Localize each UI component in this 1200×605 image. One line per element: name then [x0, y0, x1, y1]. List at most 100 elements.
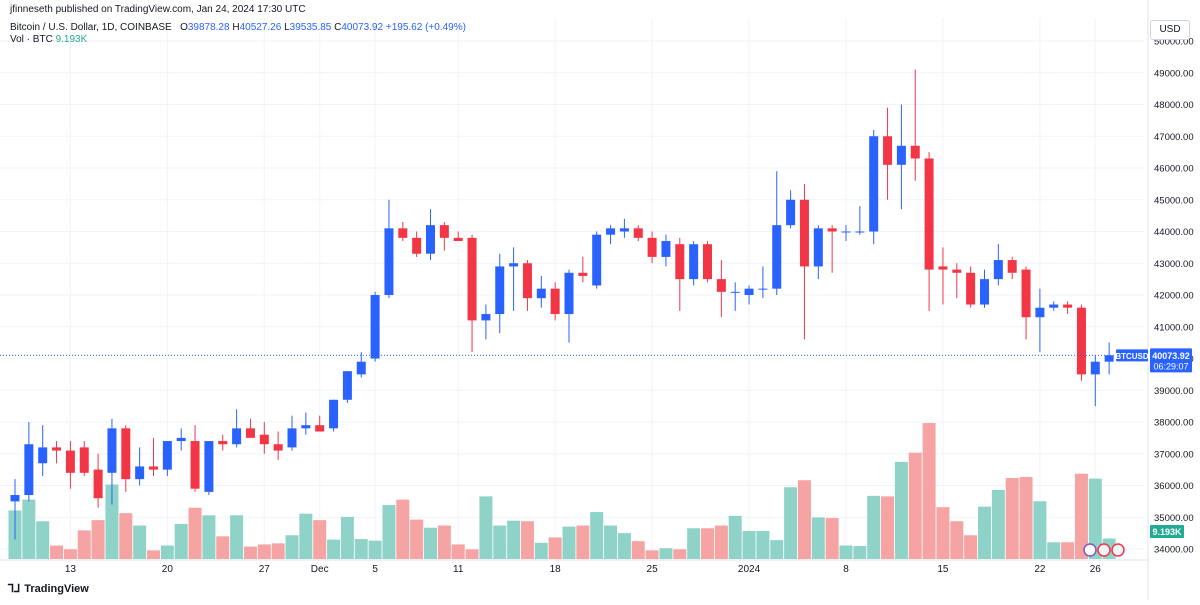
candle-body	[1090, 361, 1100, 375]
candle-body	[896, 145, 906, 165]
candle-body	[924, 158, 934, 270]
volume-bar	[36, 521, 50, 559]
volume-bar	[479, 496, 493, 559]
y-tick-label: 44000.00	[1154, 227, 1194, 238]
x-tick-label: 26	[1090, 564, 1102, 575]
candle-body	[841, 231, 851, 233]
volume-bar	[604, 525, 618, 559]
candle-body	[453, 237, 463, 242]
x-tick-label: 20	[162, 564, 174, 575]
candle-body	[869, 136, 879, 232]
x-tick-label: 2024	[738, 564, 761, 575]
volume-header[interactable]: Vol · BTC 9.193K	[10, 34, 87, 45]
volume-bar	[340, 516, 354, 559]
candles	[10, 69, 1114, 540]
volume-bar	[105, 484, 119, 559]
volume-bar	[507, 520, 521, 559]
volume-bar	[313, 520, 327, 559]
candle-body	[1021, 269, 1031, 318]
candle-body	[633, 228, 643, 238]
candle-body	[384, 228, 394, 295]
candle-body	[65, 450, 75, 473]
economic-event-icon	[1097, 543, 1111, 557]
volume-bar	[437, 525, 451, 559]
symbol-tag-bg	[1116, 349, 1148, 362]
currency-button[interactable]: USD	[1150, 20, 1190, 40]
volume-bar	[493, 525, 507, 559]
volume-bar	[964, 535, 978, 559]
volume-bar	[797, 480, 811, 559]
candle-body	[564, 272, 574, 315]
volume-bar	[576, 525, 590, 559]
candle-body	[910, 145, 920, 159]
candle-body	[509, 263, 519, 267]
candle-body	[716, 279, 726, 292]
volume-bar	[867, 495, 881, 559]
price-tag-countdown: 06:29:07	[1153, 361, 1188, 371]
symbol-header[interactable]: Bitcoin / U.S. Dollar, 1D, COINBASE O398…	[10, 22, 466, 33]
candle-body	[1076, 307, 1086, 375]
candle-body	[661, 241, 671, 257]
candle-body	[190, 441, 200, 489]
tradingview-logo-icon: ⅂⅃	[8, 583, 21, 595]
volume-bar	[174, 523, 188, 559]
symbol-description[interactable]: Bitcoin / U.S. Dollar, 1D, COINBASE	[10, 22, 172, 33]
candle-body	[993, 260, 1003, 280]
y-tick-label: 37000.00	[1154, 449, 1194, 460]
candle-body	[176, 437, 186, 442]
volume-bar	[562, 526, 576, 559]
volume-bar	[520, 521, 534, 559]
volume-value: 9.193K	[55, 34, 88, 45]
volume-bar	[1061, 542, 1075, 559]
y-tick-label: 35000.00	[1154, 513, 1194, 524]
candle-body	[980, 279, 989, 305]
symbol-tag-label: BTCUSD	[1115, 352, 1149, 361]
volume-bar	[1074, 473, 1088, 559]
candle-body	[232, 428, 242, 445]
candle-body	[522, 263, 532, 299]
volume-bar	[1005, 478, 1019, 559]
volume-bar	[1033, 501, 1047, 559]
ohlc-open-label: O	[180, 22, 188, 33]
y-tick-label: 45000.00	[1154, 195, 1194, 206]
candle-body	[245, 428, 255, 438]
volume-bar	[756, 530, 770, 559]
volume-bar	[230, 515, 244, 559]
candle-body	[744, 288, 754, 295]
y-tick-label: 42000.00	[1154, 291, 1194, 302]
tradingview-brand[interactable]: ⅂⅃ TradingView	[8, 582, 89, 595]
candle-body	[786, 199, 796, 226]
volume-bar	[63, 549, 77, 559]
volume-bar	[742, 530, 756, 559]
volume-bar	[908, 452, 922, 559]
volume-label[interactable]: Vol · BTC	[10, 34, 53, 45]
candle-body	[578, 272, 588, 276]
x-tick-label: 5	[372, 564, 378, 575]
candle-body	[412, 237, 422, 254]
volume-bar	[881, 496, 895, 559]
candle-body	[107, 428, 117, 473]
volume-bar	[133, 525, 147, 559]
candle-body	[301, 425, 311, 429]
volume-bar	[825, 517, 839, 559]
candle-body	[79, 447, 89, 473]
volume-bar	[548, 537, 562, 559]
y-tick-label: 43000.00	[1154, 259, 1194, 270]
candle-body	[799, 199, 809, 267]
volume-bar	[922, 423, 936, 559]
candle-body	[121, 428, 131, 480]
volume-bar	[91, 520, 105, 559]
volume-bar	[950, 521, 964, 559]
y-tick-label: 48000.00	[1154, 100, 1194, 111]
candle-body	[647, 237, 657, 257]
price-tag-bg	[1150, 348, 1192, 373]
volume-bar	[368, 540, 382, 559]
volume-bar	[160, 545, 174, 559]
candle-body	[287, 428, 297, 448]
volume-bar	[50, 545, 64, 559]
volume-bar	[853, 546, 867, 559]
volume-tag-value: 9.193K	[1152, 527, 1182, 537]
volume-bar	[188, 507, 202, 559]
